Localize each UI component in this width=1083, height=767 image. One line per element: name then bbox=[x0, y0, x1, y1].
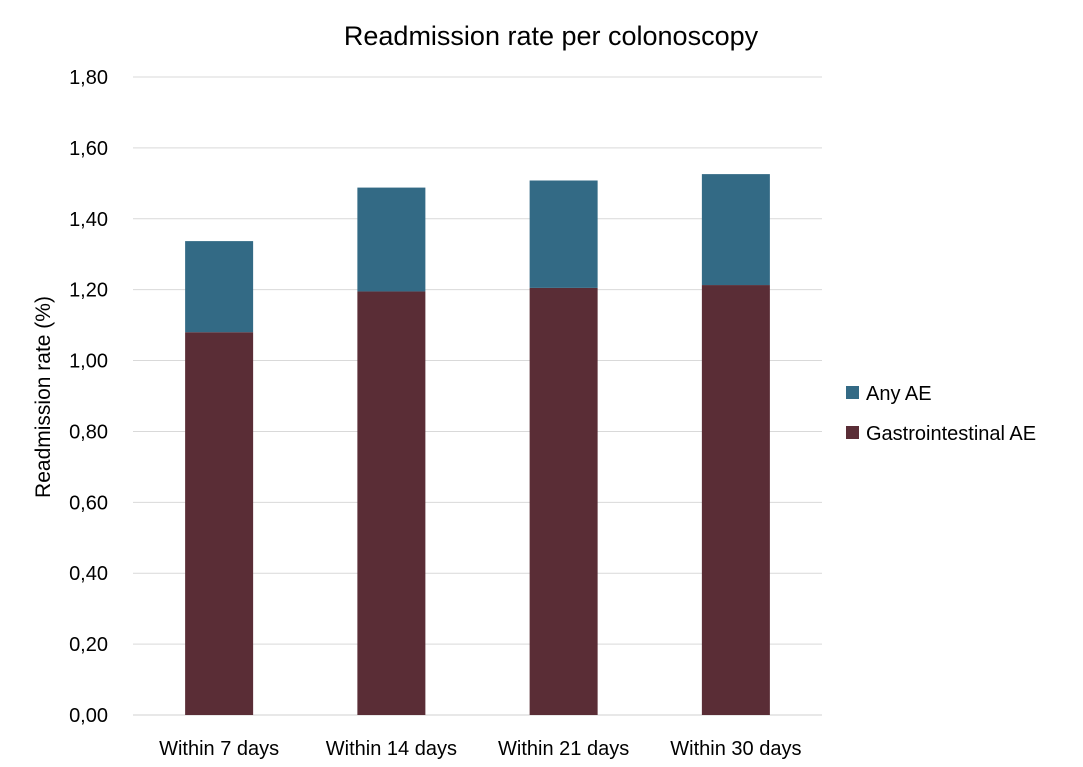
bar-any-ae bbox=[701, 174, 770, 286]
y-tick-label: 1,60 bbox=[69, 138, 108, 160]
legend-label: Any AE bbox=[866, 383, 932, 405]
x-tick-label: Within 21 days bbox=[498, 738, 629, 760]
y-tick-label: 0,80 bbox=[69, 421, 108, 443]
y-tick-label: 0,60 bbox=[69, 492, 108, 514]
y-tick-label: 1,20 bbox=[69, 280, 108, 302]
y-tick-label: 0,20 bbox=[69, 634, 108, 656]
x-axis-ticks: Within 7 days Within 14 days Within 21 day… bbox=[159, 738, 801, 760]
bar-gastrointestinal-ae bbox=[529, 287, 598, 715]
x-tick-label: Within 30 days bbox=[670, 738, 801, 760]
chart-title: Readmission rate per colonoscopy bbox=[344, 21, 759, 51]
y-tick-label: 0,00 bbox=[69, 705, 108, 727]
x-tick-label: Within 14 days bbox=[326, 738, 457, 760]
y-tick-label: 0,40 bbox=[69, 563, 108, 585]
legend: Any AE Gastrointestinal AE bbox=[846, 383, 1036, 445]
bar-gastrointestinal-ae bbox=[357, 291, 426, 715]
bars bbox=[185, 174, 770, 715]
legend-swatch bbox=[846, 386, 859, 399]
y-axis-ticks: 0,00 0,20 0,40 0,60 0,80 1,00 1,20 1,40 1,60 1,80 bbox=[69, 67, 108, 727]
bar-gastrointestinal-ae bbox=[185, 332, 254, 715]
legend-label: Gastrointestinal AE bbox=[866, 423, 1036, 445]
bar-gastrointestinal-ae bbox=[701, 285, 770, 715]
y-tick-label: 1,40 bbox=[69, 209, 108, 231]
y-tick-label: 1,80 bbox=[69, 67, 108, 89]
y-tick-label: 1,00 bbox=[69, 351, 108, 373]
bar-any-ae bbox=[529, 180, 598, 288]
bar-any-ae bbox=[357, 187, 426, 292]
legend-swatch bbox=[846, 426, 859, 439]
bar-any-ae bbox=[185, 241, 254, 333]
x-tick-label: Within 7 days bbox=[159, 738, 279, 760]
y-axis-label: Readmission rate (%) bbox=[32, 296, 55, 498]
